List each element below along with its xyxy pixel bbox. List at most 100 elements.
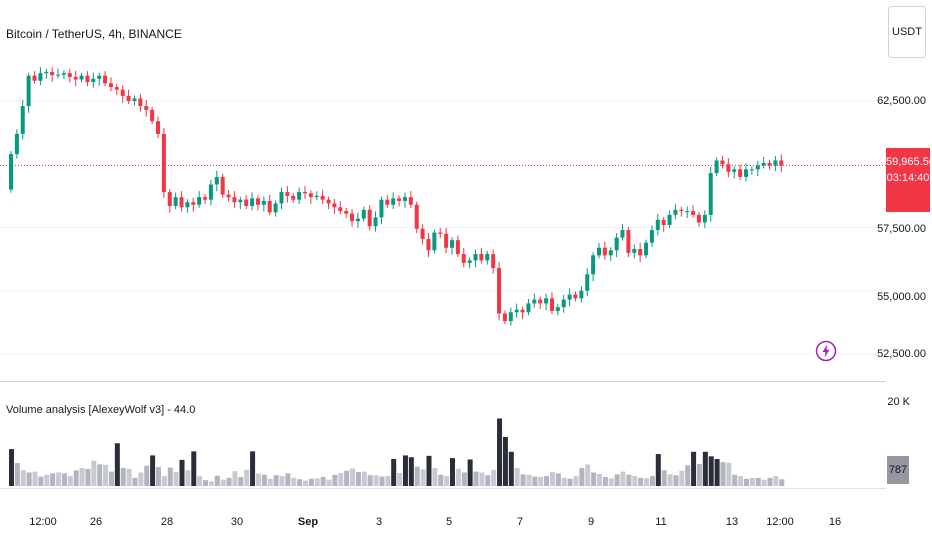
volume-bar (402, 455, 408, 486)
candle-body (579, 290, 584, 299)
volume-bar (355, 472, 361, 486)
candle-body (585, 274, 590, 291)
volume-bar (714, 459, 720, 486)
chart-title[interactable]: Bitcoin / TetherUS, 4h, BINANCE (6, 27, 182, 41)
volume-bar (220, 479, 226, 486)
currency-button[interactable]: USDT (888, 6, 926, 58)
candle-body (491, 254, 496, 268)
candle-body (203, 197, 208, 200)
candle-body (44, 71, 49, 74)
volume-bar (373, 475, 379, 486)
volume-bar (549, 472, 555, 486)
volume-bar (691, 451, 697, 486)
candle-body (350, 213, 355, 222)
volume-bar (32, 471, 38, 486)
time-tick: 26 (89, 516, 103, 528)
candle-body (479, 254, 484, 261)
price-axis[interactable]: 62,500.00 57,500.00 55,000.00 52,500.00 … (877, 0, 932, 550)
candle-body (344, 211, 349, 214)
candle-body (108, 83, 113, 88)
candle-body (414, 204, 419, 229)
volume-bar (114, 443, 120, 486)
candle-body (73, 76, 78, 80)
volume-bar (508, 451, 514, 486)
volume-bar (461, 472, 467, 486)
volume-bar (585, 464, 591, 486)
candle-body (755, 165, 760, 170)
candle-body (638, 249, 643, 256)
volume-bar (526, 474, 532, 486)
volume-bar (579, 468, 585, 486)
volume-bar (73, 470, 79, 486)
candle-body (167, 192, 172, 206)
candle-body (267, 200, 272, 213)
volume-bar (779, 479, 785, 486)
candle-body (50, 71, 55, 76)
volume-bar (473, 471, 479, 486)
volume-bar (367, 475, 373, 486)
volume-bar (14, 463, 20, 486)
price-tick: 57,500.00 (877, 223, 926, 235)
candle-body (591, 255, 596, 275)
volume-bar (685, 465, 691, 486)
candle-body (255, 198, 260, 205)
volume-bar (491, 469, 497, 486)
candle-body (138, 98, 143, 107)
candle-body (402, 197, 407, 201)
volume-bar (138, 472, 144, 486)
volume-bar (720, 462, 726, 486)
candle-body (67, 73, 72, 77)
volume-bar (432, 468, 438, 486)
volume-bar (67, 476, 73, 486)
volume-bar (561, 477, 567, 486)
volume-bar (597, 473, 602, 486)
volume-bar (567, 478, 573, 486)
volume-bar (132, 477, 138, 486)
volume-bar (379, 476, 385, 486)
bar-countdown: 03:14:40 (886, 172, 930, 184)
volume-bar (649, 476, 655, 486)
candle-body (185, 202, 190, 208)
candle-body (326, 199, 331, 204)
candle-body (279, 192, 284, 204)
volume-bar (208, 481, 214, 486)
candle-body (161, 133, 166, 193)
candle-body (502, 313, 507, 322)
volume-bar (338, 472, 344, 486)
volume-indicator-label[interactable]: Volume analysis [AlexeyWolf v3] - 44.0 (6, 404, 196, 416)
candle-body (549, 298, 554, 311)
candle-body (332, 203, 337, 208)
volume-bar (91, 460, 97, 486)
volume-bar (332, 474, 338, 486)
volume-bar (26, 472, 32, 486)
candle-body (708, 173, 713, 215)
candle-body (702, 214, 707, 223)
volume-bar (667, 474, 673, 486)
candle-body (461, 254, 466, 263)
volume-bar (203, 480, 209, 486)
lightning-icon[interactable] (815, 340, 837, 362)
volume-bar (50, 473, 56, 486)
volume-bar (120, 468, 126, 486)
candle-body (432, 232, 437, 251)
volume-bar (108, 471, 114, 486)
candle-body (373, 217, 378, 227)
volume-bar (426, 455, 432, 486)
candle-body (691, 211, 696, 215)
volume-bar (738, 476, 744, 486)
volume-bar (361, 471, 367, 486)
candle-body (744, 169, 748, 177)
candle-body (726, 164, 731, 172)
volume-bar (161, 476, 167, 486)
candle-body (667, 214, 672, 225)
volume-bar (191, 451, 197, 486)
volume-bar (626, 474, 632, 486)
volume-bar (261, 474, 267, 486)
candle-body (696, 214, 701, 223)
candle-body (132, 98, 137, 101)
candle-body (526, 303, 531, 313)
candle-body (214, 176, 219, 185)
chart-canvas[interactable] (0, 0, 886, 508)
candle-body (338, 207, 343, 212)
time-axis[interactable]: 12:00 26 28 30 Sep 3 5 7 9 11 13 12:00 1… (0, 508, 886, 550)
